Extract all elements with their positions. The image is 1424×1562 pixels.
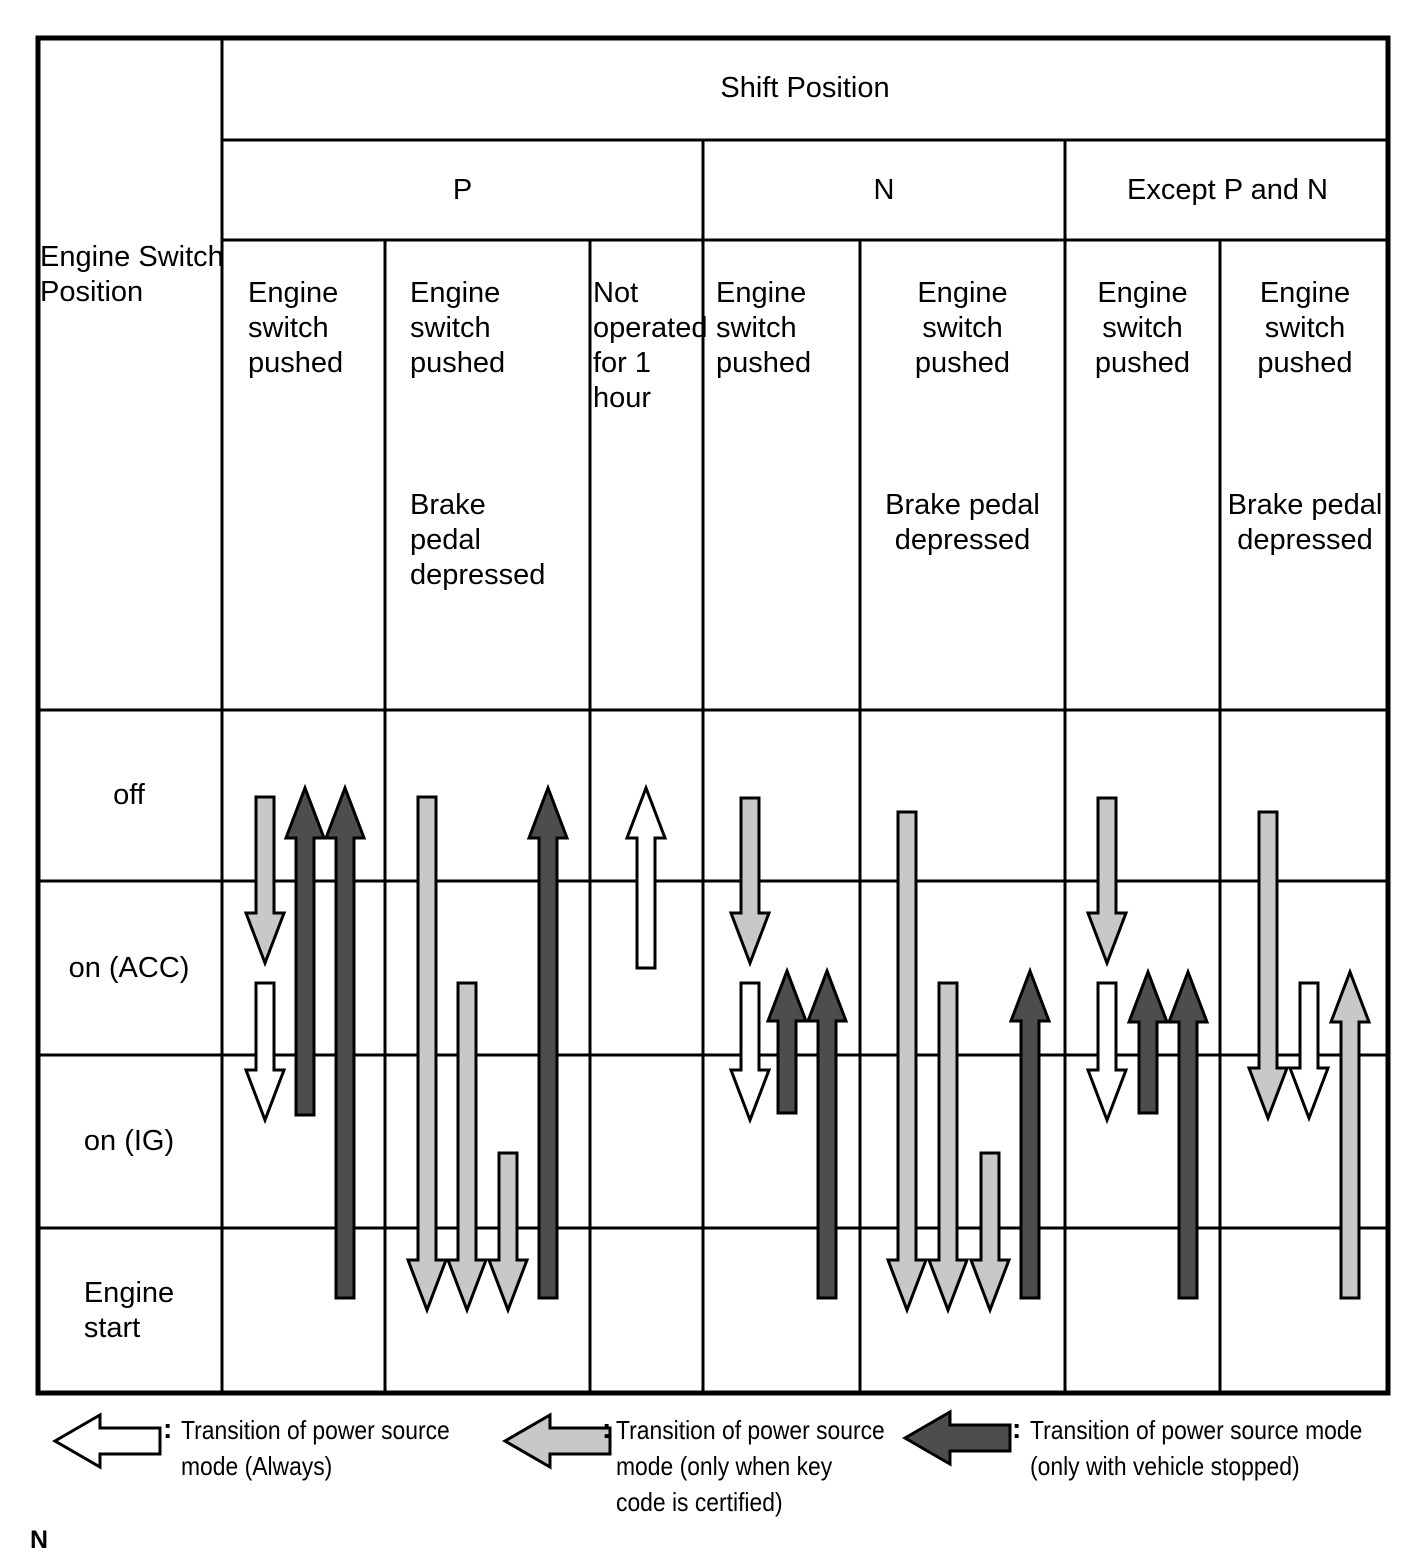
transition-arrow-up-dark_gray (323, 783, 367, 1300)
transition-arrow-up-dark_gray (283, 783, 327, 1117)
column-condition-n-brake-pedal-depressed: Brake pedal depressed (885, 489, 1040, 556)
transition-arrow-down-light_gray (968, 1151, 1012, 1315)
legend-arrow-white (52, 1412, 162, 1470)
row-label-engine-start-text: Engine start (83, 1276, 175, 1344)
row-label-engine-start: Engine start (36, 1228, 222, 1393)
transition-arrow-down-light_gray (243, 795, 287, 968)
row-label-off: off (36, 710, 222, 881)
legend-separator-vehicle-stopped: : (1012, 1413, 1022, 1444)
legend-separator-key-code: : (602, 1413, 612, 1444)
transition-arrow-up-dark_gray (765, 966, 809, 1115)
column-condition-except-switch-pushed: Engine switch pushed (1094, 277, 1191, 379)
transition-arrow-down-light_gray (486, 1151, 530, 1315)
shift-group-except-p-and-n-label: Except P and N (1127, 173, 1328, 206)
shift-position-label: Shift Position (720, 71, 890, 104)
column-condition-n-switch-pushed-brake: Engine switch pushed (914, 277, 1011, 379)
shift-group-p: P (222, 140, 703, 240)
transition-arrow-down-light_gray (445, 981, 489, 1315)
row-label-on-ig-text: on (IG) (83, 1125, 175, 1157)
shift-group-p-label: P (452, 173, 473, 206)
legend-arrow-light_gray (502, 1412, 612, 1470)
transition-arrows-layer (52, 783, 1372, 1470)
transition-arrow-up-dark_gray (1166, 967, 1210, 1300)
transition-arrow-down-white (243, 981, 287, 1125)
row-label-off-text: off (113, 779, 145, 811)
column-condition-p-switch-pushed-brake: Engine switch pushed (410, 277, 506, 379)
legend-label-vehicle-stopped: Transition of power source mode (only wi… (1030, 1415, 1363, 1481)
transition-arrow-up-dark_gray (1008, 966, 1052, 1300)
row-label-on-acc-text: on (ACC) (68, 951, 190, 984)
legend-arrow-dark_gray (902, 1409, 1012, 1467)
page-note-n: N (30, 1526, 49, 1554)
transition-arrow-down-light_gray (926, 981, 970, 1315)
table-grid (35, 35, 1391, 1396)
transition-arrow-up-dark_gray (1126, 967, 1170, 1115)
transition-arrow-down-white (1085, 981, 1129, 1125)
shift-group-n-label: N (873, 173, 895, 206)
column-condition-p-brake-pedal-depressed: Brake pedal depressed (410, 489, 546, 591)
transition-arrow-up-dark_gray (805, 966, 849, 1300)
transition-arrow-up-dark_gray (526, 783, 570, 1300)
column-condition-except-brake-pedal-depressed: Brake pedal depressed (1227, 489, 1383, 556)
column-condition-p-switch-pushed: Engine switch pushed (248, 277, 344, 379)
row-label-on-ig: on (IG) (36, 1055, 222, 1228)
transition-arrow-down-light_gray (1085, 796, 1129, 968)
engine-switch-position-header: Engine Switch Position (40, 241, 224, 308)
column-condition-except-switch-pushed-brake: Engine switch pushed (1257, 277, 1353, 379)
column-condition-n-switch-pushed: Engine switch pushed (716, 277, 812, 379)
transition-arrow-down-light_gray (885, 810, 929, 1315)
transition-arrow-down-white (728, 981, 772, 1125)
legend-label-key-code: Transition of power source mode (only wh… (616, 1415, 885, 1517)
transition-arrow-down-white (1287, 981, 1331, 1123)
legend-separator-always: : (163, 1413, 173, 1444)
row-label-on-acc: on (ACC) (36, 881, 222, 1055)
transition-arrow-up-light_gray (1328, 967, 1372, 1300)
column-condition-p-not-operated-1-hour: Not operated for 1 hour (593, 277, 708, 414)
shift-group-n: N (703, 140, 1065, 240)
transition-arrow-down-light_gray (405, 795, 449, 1315)
transition-arrow-down-light_gray (728, 796, 772, 968)
transition-arrow-down-light_gray (1246, 810, 1290, 1123)
shift-position-header: Shift Position (222, 36, 1388, 140)
transition-arrow-up-white (624, 783, 668, 970)
shift-group-except-p-and-n: Except P and N (1065, 140, 1390, 240)
legend-label-always: Transition of power source mode (Always) (181, 1415, 450, 1481)
